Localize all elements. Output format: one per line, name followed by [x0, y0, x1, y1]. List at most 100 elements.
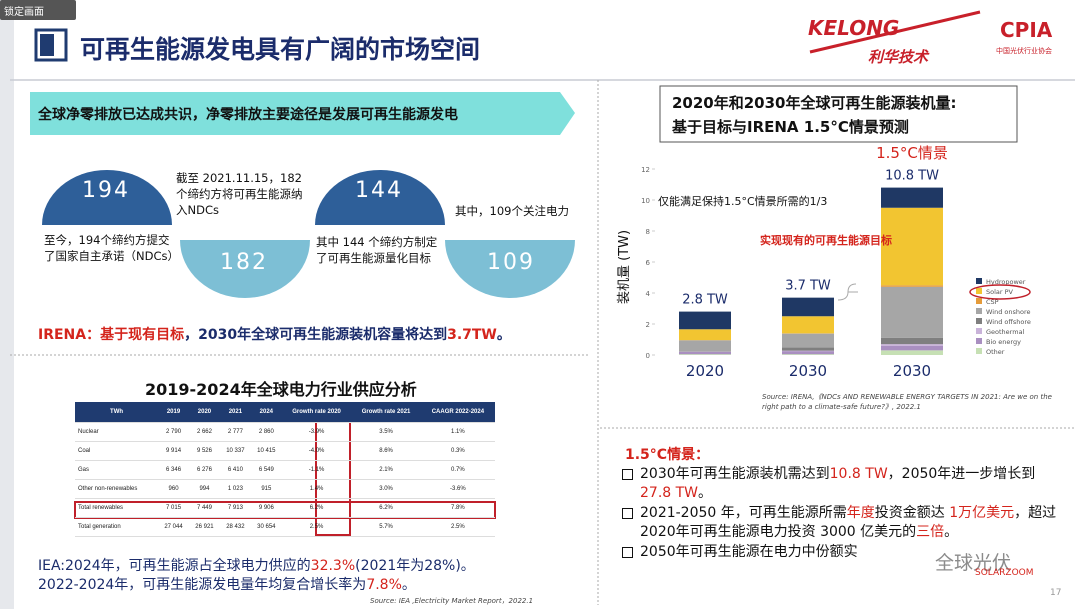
value-label: 3.7 TW — [785, 279, 831, 294]
legend-swatch — [976, 308, 982, 314]
bar-segment — [881, 337, 943, 345]
cell: 0.3% — [420, 441, 495, 461]
cell: 27 044 — [158, 517, 189, 537]
source: Source: IRENA,《NDCs AND RENEWABLE ENERGY… — [762, 393, 1052, 411]
cell: 1.4% — [281, 479, 352, 499]
y-axis-label: 装机量 (TW) — [617, 230, 632, 304]
page-number: 17 — [1050, 588, 1062, 598]
cell: 1.1% — [420, 422, 495, 442]
bar-segment — [782, 347, 834, 351]
cell: 2 790 — [158, 422, 189, 442]
lock-tag: 锁定画面 — [4, 7, 44, 18]
cell: 7 913 — [219, 498, 251, 518]
text-segment: 。 — [496, 327, 511, 343]
logo: CPIA — [1000, 18, 1053, 42]
bar-segment — [881, 350, 943, 355]
bar-segment — [679, 351, 731, 355]
note: 2022-2024年，可再生能源发电量年均复合增长率为7.8%。 — [38, 574, 416, 594]
value-label: 2.8 TW — [682, 293, 728, 308]
cell: 2 662 — [189, 422, 220, 442]
cell: -1.1% — [281, 460, 352, 480]
chart-title: 2020年和2030年全球可再生能源装机量: — [672, 94, 957, 112]
bar-segment — [881, 285, 943, 287]
table: TWh 2019 2020 2021 2024 Growth rate 2020 Growt… — [75, 402, 495, 537]
text-segment: IRENA：基于现有目标 — [38, 327, 185, 343]
text-segment: 1万亿美元 — [949, 505, 1015, 521]
legend-label: Bio energy — [986, 338, 1021, 346]
legend-swatch — [976, 278, 982, 284]
note: 截至 2021.11.15，182 个缔约方将可再生能源纳入NDCs — [176, 171, 303, 217]
bar-segment — [881, 345, 943, 351]
header-cell: Growth rate 2020 — [281, 402, 352, 423]
legend-swatch — [976, 328, 982, 334]
cell: -3.6% — [420, 479, 495, 499]
cell: 6.2% — [281, 498, 352, 518]
bar-segment — [782, 316, 834, 334]
cell: 7.8% — [420, 498, 495, 518]
circle-number: 194 — [82, 178, 130, 203]
text-segment: 7.8% — [366, 577, 402, 593]
header-cell: 2020 — [189, 402, 220, 423]
bar-segment — [679, 354, 731, 355]
text-segment: 。 — [944, 524, 959, 540]
cell: 6.2% — [351, 498, 421, 518]
watermark: 全球光伏 — [935, 552, 1012, 574]
cell: 3.5% — [351, 422, 421, 442]
text-segment: 2030年可再生能源装机需达到 — [640, 466, 830, 482]
y-tick-label: 2 — [646, 321, 650, 329]
x-tick-label: 2020 — [686, 362, 724, 380]
bar-segment — [881, 207, 943, 286]
cell: 26 921 — [189, 517, 220, 537]
note: 至今，194个缔约方提交了国家自主承诺（NDCs） — [44, 233, 179, 263]
chart-title: 基于目标与IRENA 1.5°C情景预测 — [672, 118, 909, 136]
circle-number: 109 — [487, 250, 535, 275]
legend-swatch — [976, 338, 982, 344]
cell: 10 337 — [219, 441, 251, 461]
cell: 7 015 — [158, 498, 189, 518]
legend-swatch — [976, 348, 982, 354]
text-segment: 2022-2024年，可再生能源发电量年均复合增长率为 — [38, 577, 367, 593]
text-segment: 投资金额达 — [874, 505, 950, 521]
cell: 30 654 — [250, 517, 282, 537]
legend-label: Other — [986, 348, 1005, 356]
cell: 6 410 — [219, 460, 251, 480]
legend-swatch — [976, 288, 982, 294]
cell: -4.0% — [281, 441, 352, 461]
bar-segment — [679, 340, 731, 352]
legend-swatch — [976, 318, 982, 324]
bar-segment — [881, 344, 943, 346]
legend-swatch — [976, 298, 982, 304]
cell: Other non-renewables — [75, 479, 159, 499]
text-segment: ，2050年进一步增长到 — [887, 466, 1036, 482]
cell: 6 549 — [250, 460, 282, 480]
legend-label: Solar PV — [986, 288, 1014, 296]
cell: 28 432 — [219, 517, 251, 537]
cell: Total generation — [75, 517, 159, 537]
row: Nuclear 2 790 2 662 2 777 2 860 -3.9% 3.5% 1.1% — [75, 422, 495, 442]
brace — [837, 283, 858, 301]
cell: -3.9% — [281, 422, 352, 442]
legend-label: CSP — [986, 298, 999, 306]
cell: 2 860 — [250, 422, 282, 442]
bar-segment — [881, 286, 943, 338]
y-tick-label: 10 — [641, 197, 650, 205]
chart: 0 2 4 6 8 10 12 装机量 (TW) 2020 2.8 TW 2030 3.7 TW 203… — [617, 144, 1031, 380]
text-segment: ，2030年全球可再生能源装机容量将达到 — [184, 327, 448, 343]
x-tick-label: 2030 — [789, 362, 827, 380]
bar-segment — [782, 354, 834, 355]
y-tick-label: 0 — [646, 352, 650, 360]
cell: 960 — [158, 479, 189, 499]
header-cell: 2021 — [219, 402, 251, 423]
logo-sub: 利华技术 — [868, 48, 929, 66]
text-segment: ，超过2020年可再生能源电力投资 3000 亿美元的 — [640, 505, 1057, 540]
highlight — [969, 284, 1031, 300]
header-cell: 2019 — [158, 402, 189, 423]
text-segment: 年度 — [846, 505, 875, 521]
cell: 10 415 — [250, 441, 282, 461]
logo: KELONG — [808, 16, 900, 40]
cell: Gas — [75, 460, 159, 480]
circle-number: 144 — [355, 178, 403, 203]
bar-segment — [881, 187, 943, 208]
bar-segment — [679, 329, 731, 341]
header-cell: CAAGR 2022-2024 — [420, 402, 495, 423]
